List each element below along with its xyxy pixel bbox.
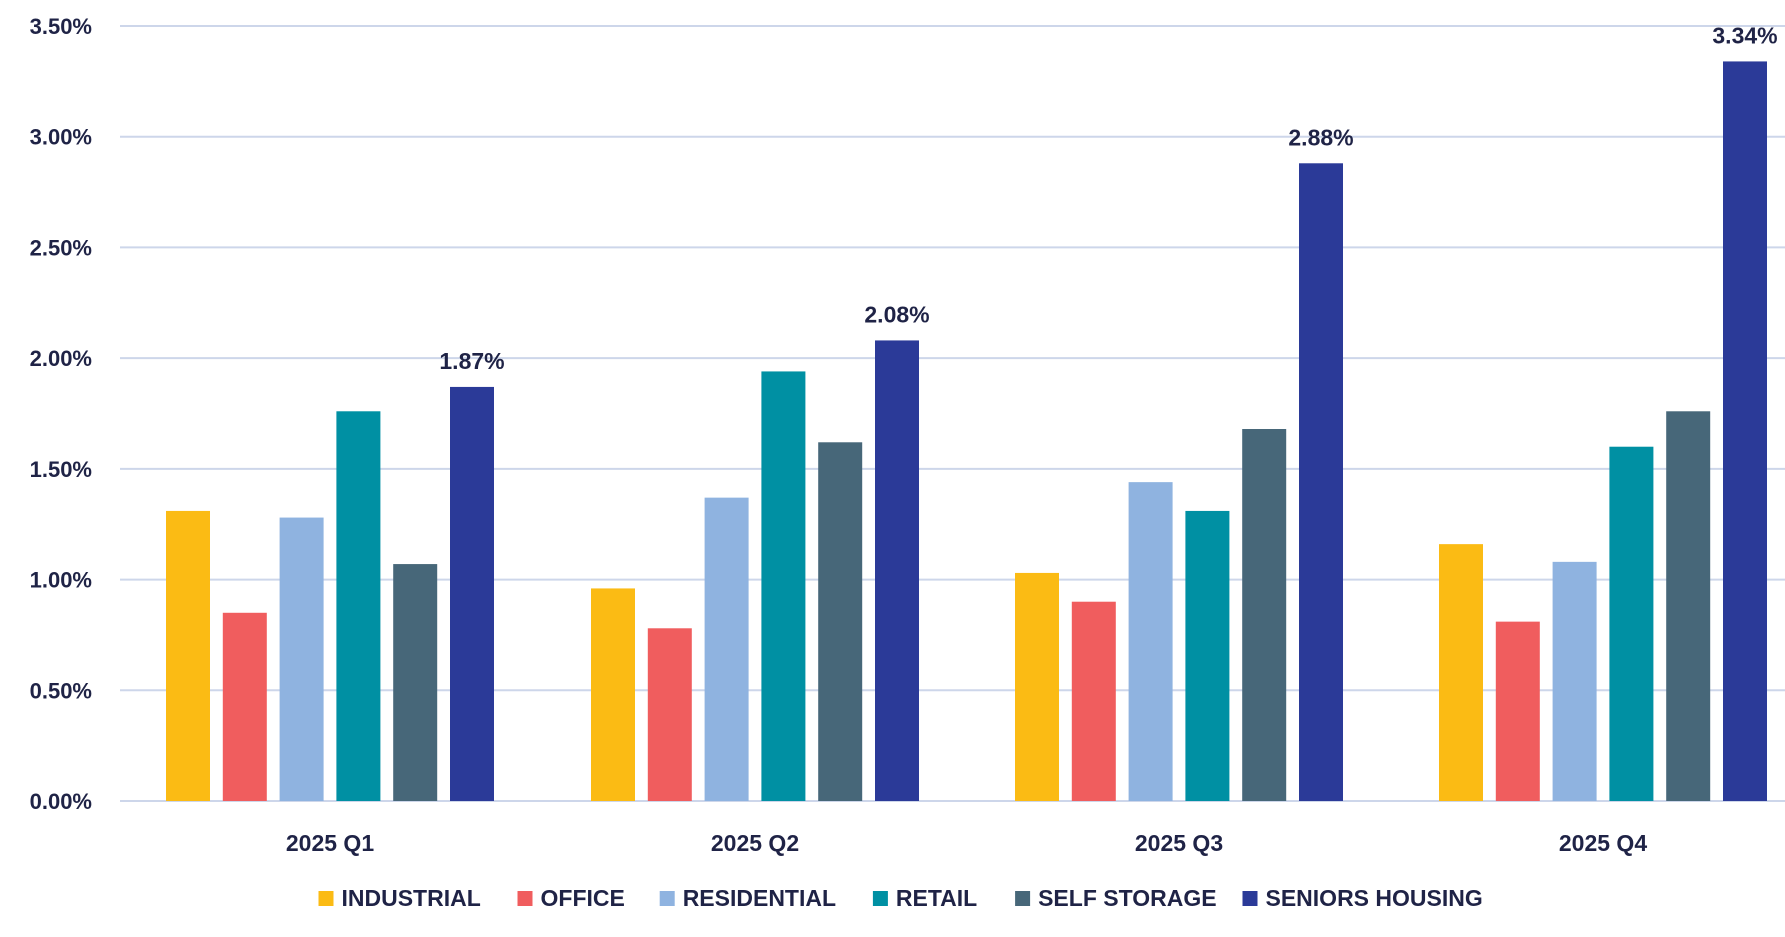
bar-office-2025-q2 bbox=[647, 628, 692, 801]
data-labels: 1.87% 2.08% 2.88% 3.34% bbox=[439, 22, 1777, 374]
legend-item: RETAIL bbox=[872, 885, 977, 911]
bar-self-storage-2025-q1 bbox=[393, 564, 438, 801]
bar-residential-2025-q3 bbox=[1128, 482, 1173, 801]
x-category-label: 2025 Q2 bbox=[711, 830, 799, 856]
x-category-label: 2025 Q1 bbox=[286, 830, 374, 856]
y-axis-tick-labels: 0.00% 0.50% 1.00% 1.50% 2.00% 2.50% 3.00% 3.50% bbox=[30, 14, 92, 814]
data-label: 2.08% bbox=[864, 301, 929, 327]
bar-seniors-housing-2025-q1 bbox=[450, 386, 494, 801]
bar-industrial-2025-q4 bbox=[1439, 544, 1483, 801]
legend-label: SENIORS HOUSING bbox=[1266, 885, 1483, 911]
data-label: 3.34% bbox=[1712, 22, 1777, 48]
legend-swatch bbox=[1242, 891, 1258, 906]
bar-industrial-2025-q3 bbox=[1015, 572, 1059, 801]
legend-label: INDUSTRIAL bbox=[342, 885, 481, 911]
legend-label: RESIDENTIAL bbox=[683, 885, 836, 911]
x-category-label: 2025 Q4 bbox=[1559, 830, 1647, 856]
y-tick-label: 0.50% bbox=[30, 678, 92, 703]
y-tick-label: 2.00% bbox=[30, 346, 92, 371]
bar-self-storage-2025-q2 bbox=[818, 442, 863, 801]
x-category-label: 2025 Q3 bbox=[1135, 830, 1223, 856]
legend-item: OFFICE bbox=[517, 885, 625, 911]
legend-label: RETAIL bbox=[896, 885, 977, 911]
legend-item: SELF STORAGE bbox=[1015, 885, 1217, 911]
legend-label: OFFICE bbox=[541, 885, 625, 911]
bar-office-2025-q4 bbox=[1495, 621, 1540, 801]
legend-swatch bbox=[517, 891, 533, 906]
bar-retail-2025-q4 bbox=[1609, 446, 1654, 801]
y-tick-label: 1.50% bbox=[30, 457, 92, 482]
y-tick-label: 1.00% bbox=[30, 568, 92, 593]
x-axis-category-labels: 2025 Q1 2025 Q2 2025 Q3 2025 Q4 bbox=[286, 830, 1647, 856]
bar-seniors-housing-2025-q3 bbox=[1299, 163, 1343, 802]
y-tick-label: 3.50% bbox=[30, 14, 92, 39]
bar-office-2025-q3 bbox=[1071, 601, 1116, 801]
legend-item: INDUSTRIAL bbox=[318, 885, 481, 911]
y-tick-label: 2.50% bbox=[30, 235, 92, 260]
legend-swatch bbox=[659, 891, 675, 906]
bar-residential-2025-q1 bbox=[279, 517, 324, 801]
bar-self-storage-2025-q4 bbox=[1666, 411, 1711, 801]
bar-retail-2025-q2 bbox=[761, 371, 806, 801]
bar-residential-2025-q2 bbox=[704, 497, 749, 801]
y-tick-label: 3.00% bbox=[30, 125, 92, 150]
bar-industrial-2025-q1 bbox=[166, 510, 210, 801]
bar-residential-2025-q4 bbox=[1552, 561, 1597, 801]
bar-seniors-housing-2025-q2 bbox=[875, 340, 919, 801]
legend-label: SELF STORAGE bbox=[1038, 885, 1217, 911]
legend-swatch bbox=[1015, 891, 1031, 906]
legend-item: RESIDENTIAL bbox=[659, 885, 836, 911]
bar-seniors-housing-2025-q4 bbox=[1723, 61, 1767, 801]
data-label: 2.88% bbox=[1288, 124, 1353, 150]
legend: INDUSTRIAL OFFICE RESIDENTIAL RETAIL SELF ST… bbox=[318, 885, 1483, 911]
data-label: 1.87% bbox=[439, 348, 504, 374]
bar-self-storage-2025-q3 bbox=[1242, 429, 1287, 801]
bars bbox=[166, 61, 1767, 802]
bar-industrial-2025-q2 bbox=[591, 588, 635, 801]
legend-swatch bbox=[318, 891, 334, 906]
bar-office-2025-q1 bbox=[222, 612, 267, 801]
y-tick-label: 0.00% bbox=[30, 789, 92, 814]
legend-swatch bbox=[872, 891, 888, 906]
legend-item: SENIORS HOUSING bbox=[1242, 885, 1483, 911]
bar-retail-2025-q1 bbox=[336, 411, 381, 801]
bar-retail-2025-q3 bbox=[1185, 510, 1230, 801]
